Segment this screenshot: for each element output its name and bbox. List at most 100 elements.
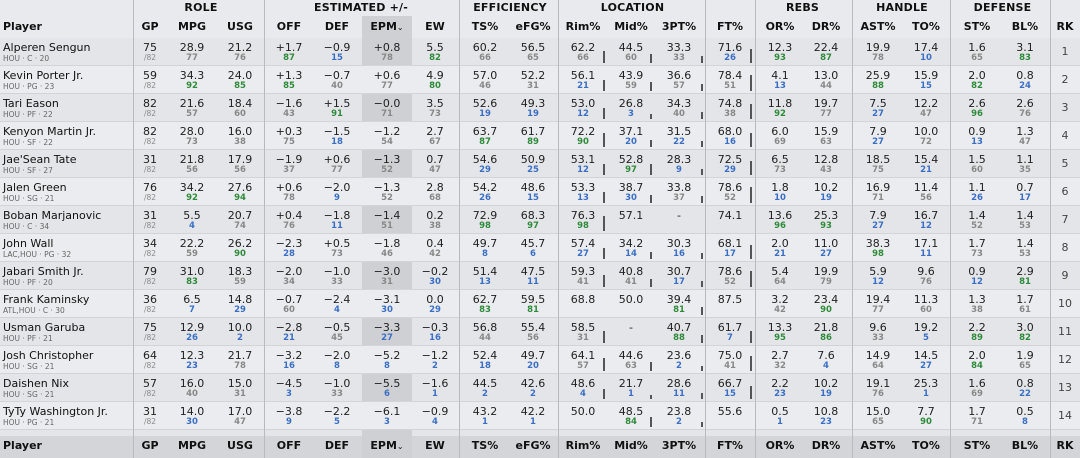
- table-row[interactable]: Jabari Smith Jr. HOU · PF · 20 79/82 31.0 83…: [0, 262, 1080, 290]
- cell-usg-percentile: 2: [237, 333, 243, 343]
- table-row[interactable]: Kevin Porter Jr. HOU · PG · 23 59/82 34.3 92…: [0, 66, 1080, 94]
- table-row[interactable]: Alperen Sengun HOU · C · 20 75/82 28.9 77 21.…: [0, 38, 1080, 66]
- cell-ft-percentile: 52: [724, 193, 736, 203]
- column-header-ft[interactable]: FT%: [708, 20, 752, 36]
- column-header-epm[interactable]: EPM⌄: [362, 20, 412, 36]
- player-name[interactable]: Jabari Smith Jr.: [3, 265, 84, 278]
- player-name[interactable]: Frank Kaminsky: [3, 293, 90, 306]
- frequency-bar-ft: [750, 161, 752, 175]
- cell-dr-value: 10.2: [813, 181, 839, 194]
- player-name[interactable]: John Wall: [3, 237, 54, 250]
- player-name[interactable]: Alperen Sengun: [3, 41, 91, 54]
- player-name[interactable]: Jalen Green: [3, 181, 67, 194]
- cell-st-percentile: 89: [971, 333, 983, 343]
- cell-epm-value: −1.3: [373, 153, 401, 166]
- cell-to: 14.5 27: [904, 346, 948, 374]
- table-row[interactable]: Josh Christopher HOU · SG · 21 64/82 12.3 23…: [0, 346, 1080, 374]
- chevron-down-icon[interactable]: ⌄: [396, 442, 404, 451]
- column-footer-epm[interactable]: EPM⌄: [362, 439, 412, 455]
- cell-ft-value: 68.0: [717, 125, 743, 138]
- column-header-bl[interactable]: BL%: [1002, 20, 1048, 36]
- cell-mid-value: 21.7: [618, 377, 644, 390]
- player-name[interactable]: Tari Eason: [3, 97, 59, 110]
- cell-or: 3.2 42: [758, 290, 802, 318]
- column-footer-ast[interactable]: AST%: [856, 439, 900, 455]
- column-header-st[interactable]: ST%: [954, 20, 1000, 36]
- column-footer-usg[interactable]: USG: [220, 439, 260, 455]
- column-footer-or[interactable]: OR%: [758, 439, 802, 455]
- cell-or: 2.7 32: [758, 346, 802, 374]
- column-header-efg[interactable]: eFG%: [510, 20, 556, 36]
- column-header-mpg[interactable]: MPG: [172, 20, 212, 36]
- cell-to-value: 9.6: [917, 265, 935, 278]
- cell-off: −4.5 3: [266, 374, 312, 402]
- cell-usg-value: 17.0: [227, 405, 253, 418]
- cell-ew-value: 3.5: [426, 97, 444, 110]
- column-header-usg[interactable]: USG: [220, 20, 260, 36]
- table-row[interactable]: Daishen Nix HOU · SG · 21 57/82 16.0 40 15.0 3…: [0, 374, 1080, 402]
- column-footer-mpg[interactable]: MPG: [172, 439, 212, 455]
- table-row[interactable]: Jalen Green HOU · SG · 21 76/82 34.2 92 27.6 9…: [0, 178, 1080, 206]
- column-footer-ft[interactable]: FT%: [708, 439, 752, 455]
- chevron-down-icon[interactable]: ⌄: [396, 23, 404, 32]
- column-footer-mid[interactable]: Mid%: [610, 439, 652, 455]
- table-row[interactable]: Boban Marjanovic HOU · C · 34 31/82 5.5 4 20.…: [0, 206, 1080, 234]
- cell-or-percentile: 13: [774, 81, 786, 91]
- cell-ft: 66.7 15: [708, 374, 752, 402]
- column-header-rim-label: Rim%: [565, 20, 601, 33]
- table-row[interactable]: Usman Garuba HOU · PF · 21 75/82 12.9 26 10.0…: [0, 318, 1080, 346]
- column-header-rim[interactable]: Rim%: [562, 20, 604, 36]
- table-row[interactable]: Kenyon Martin Jr. HOU · SF · 22 82/82 28.0 7…: [0, 122, 1080, 150]
- player-name[interactable]: Josh Christopher: [3, 349, 94, 362]
- player-name[interactable]: Jae'Sean Tate: [3, 153, 77, 166]
- table-row[interactable]: Tari Eason HOU · PF · 22 82/82 21.6 57 18.4 60…: [0, 94, 1080, 122]
- column-footer-ew[interactable]: EW: [414, 439, 456, 455]
- column-footer-rim[interactable]: Rim%: [562, 439, 604, 455]
- column-footer-off-label: OFF: [276, 439, 302, 452]
- column-header-gp[interactable]: GP: [136, 20, 164, 36]
- column-footer-tpt[interactable]: 3PT%: [656, 439, 702, 455]
- column-header-ast[interactable]: AST%: [856, 20, 900, 36]
- cell-def-percentile: 73: [331, 249, 343, 259]
- table-row[interactable]: Jae'Sean Tate HOU · SF · 27 31/82 21.8 56 17.…: [0, 150, 1080, 178]
- column-footer-off[interactable]: OFF: [266, 439, 312, 455]
- column-header-tpt[interactable]: 3PT%: [656, 20, 702, 36]
- column-header-dr[interactable]: DR%: [804, 20, 848, 36]
- cell-def-value: −2.4: [323, 293, 351, 306]
- column-footer-ft-label: FT%: [716, 439, 744, 452]
- column-footer-st[interactable]: ST%: [954, 439, 1000, 455]
- cell-mid-value: 48.5: [618, 405, 644, 418]
- column-footer-ts[interactable]: TS%: [462, 439, 508, 455]
- column-footer-rk[interactable]: RK: [1052, 439, 1078, 455]
- column-header-ew[interactable]: EW: [414, 20, 456, 36]
- table-row[interactable]: TyTy Washington Jr. HOU · PG · 21 31/82 14.…: [0, 402, 1080, 430]
- column-header-player[interactable]: Player: [3, 20, 123, 36]
- table-row[interactable]: Frank Kaminsky ATL,HOU · C · 30 36/82 6.5 7 1…: [0, 290, 1080, 318]
- player-name[interactable]: Kevin Porter Jr.: [3, 69, 84, 82]
- column-footer-def[interactable]: DEF: [314, 439, 360, 455]
- column-footer-bl[interactable]: BL%: [1002, 439, 1048, 455]
- column-footer-gp[interactable]: GP: [136, 439, 164, 455]
- table-row[interactable]: John Wall LAC,HOU · PG · 32 34/82 22.2 59 26.…: [0, 234, 1080, 262]
- column-header-mid[interactable]: Mid%: [610, 20, 652, 36]
- player-name[interactable]: TyTy Washington Jr.: [3, 405, 108, 418]
- player-name[interactable]: Boban Marjanovic: [3, 209, 102, 222]
- column-header-to[interactable]: TO%: [904, 20, 948, 36]
- player-name[interactable]: Daishen Nix: [3, 377, 69, 390]
- column-footer-player[interactable]: Player: [3, 439, 123, 455]
- column-header-def[interactable]: DEF: [314, 20, 360, 36]
- column-header-rk[interactable]: RK: [1052, 20, 1078, 36]
- player-name[interactable]: Usman Garuba: [3, 321, 86, 334]
- cell-off: +0.4 76: [266, 206, 312, 234]
- column-header-ts[interactable]: TS%: [462, 20, 508, 36]
- cell-epm: −1.3 52: [362, 178, 412, 206]
- cell-ft: 61.7 7: [708, 318, 752, 346]
- column-footer-dr[interactable]: DR%: [804, 439, 848, 455]
- column-header-off[interactable]: OFF: [266, 20, 312, 36]
- cell-ts-percentile: 13: [479, 277, 491, 287]
- column-footer-efg[interactable]: eFG%: [510, 439, 556, 455]
- column-footer-to[interactable]: TO%: [904, 439, 948, 455]
- column-header-or[interactable]: OR%: [758, 20, 802, 36]
- cell-st: 1.4 52: [954, 206, 1000, 234]
- player-name[interactable]: Kenyon Martin Jr.: [3, 125, 96, 138]
